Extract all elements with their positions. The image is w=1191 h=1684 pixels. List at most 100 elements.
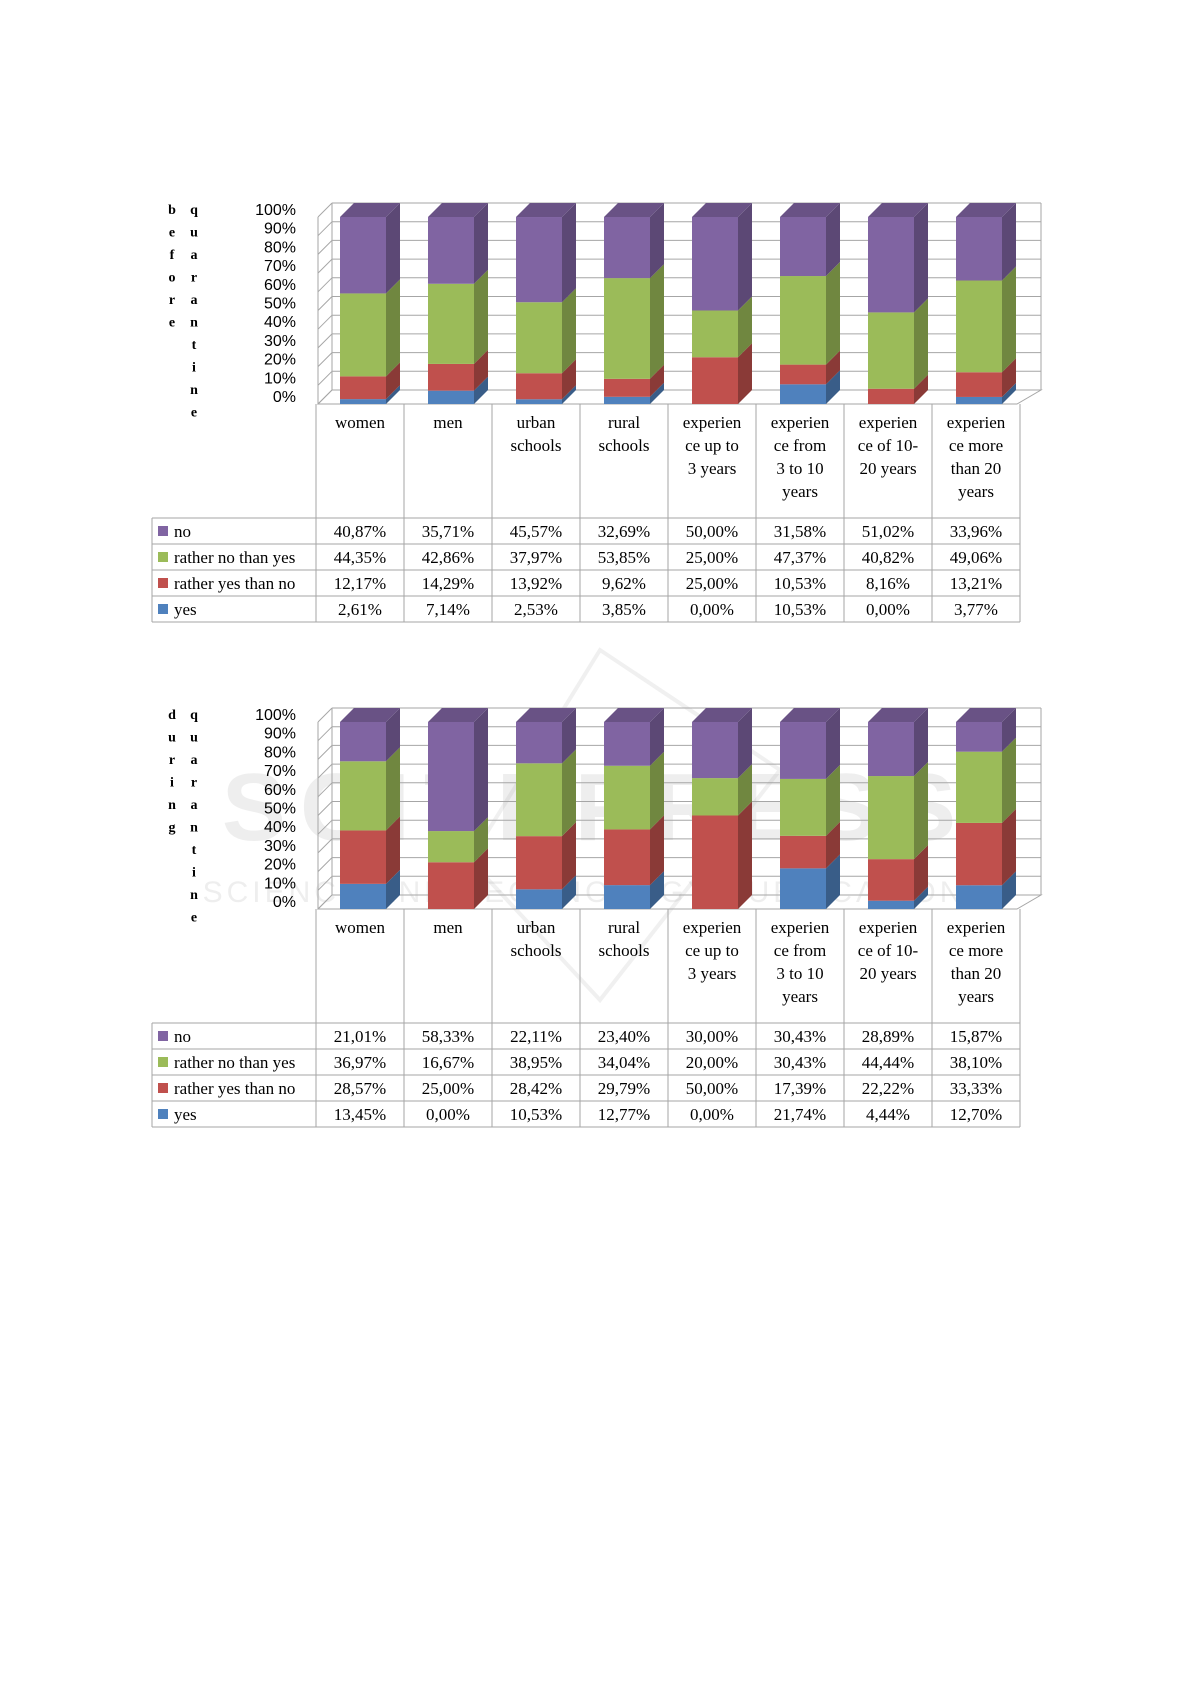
y-tick-label: 0% (273, 894, 296, 911)
category-label: experien (859, 413, 918, 432)
bar-side (826, 854, 840, 909)
bar-front (516, 399, 562, 404)
category-label: than 20 (951, 964, 1002, 983)
y-tick-label: 30% (264, 333, 296, 350)
bar-front (340, 722, 386, 762)
bar-segment-no (780, 202, 840, 277)
bar-top (428, 203, 488, 217)
bar-side (562, 749, 576, 837)
data-label: 0,00% (690, 1105, 734, 1124)
chart-during-quarantine: 0% 10% 20% 30% 40% 50% 60% 70% 80% 90% 100% d u r i n g q… (0, 695, 1191, 1205)
bar-segment-no (692, 708, 752, 779)
bar-side (650, 871, 664, 909)
legend-swatch (158, 1109, 168, 1119)
y-tick-label: 10% (264, 370, 296, 387)
grid (316, 707, 1043, 910)
category-label: schools (511, 436, 562, 455)
data-label: 2,53% (514, 600, 558, 619)
bar-segment-rather-no-than-yes (428, 269, 488, 364)
data-label: 25,00% (686, 574, 738, 593)
data-label: 50,00% (686, 1079, 738, 1098)
bar-segment-yes (956, 382, 1016, 404)
data-label: 12,77% (598, 1105, 650, 1124)
data-label: 38,95% (510, 1053, 562, 1072)
category-label: years (958, 482, 994, 501)
bar-side (738, 296, 752, 358)
bar-segment-no (428, 708, 488, 832)
category-label: schools (599, 941, 650, 960)
data-label: 30,43% (774, 1027, 826, 1046)
bar-segment-rather-yes-than-no (780, 821, 840, 869)
bar-segment-no (340, 708, 400, 762)
y-tick-label: 50% (264, 801, 296, 818)
grid-line-side (317, 277, 333, 293)
bar-front (868, 312, 914, 389)
grid-line-side (317, 314, 333, 330)
bar-segment-no (340, 203, 400, 294)
y-tick-label: 100% (255, 707, 296, 724)
legend-swatch (158, 578, 168, 588)
grid-line-side (317, 875, 333, 891)
chart-before-quarantine: 0% 10% 20% 30% 40% 50% 60% 70% 80% 90% 100% b e f o r e q… (0, 190, 1191, 700)
bar-front (956, 722, 1002, 752)
chart-before-svg: 0%10%20%30%40%50%60%70%80%90%100%beforeq… (151, 202, 1043, 623)
side-label-letter: t (192, 843, 197, 858)
bar-front (340, 399, 386, 404)
category-label: women (335, 918, 386, 937)
data-label: 23,40% (598, 1027, 650, 1046)
bar-side (826, 764, 840, 836)
bar-front (340, 217, 386, 294)
grid-line-side (317, 838, 333, 854)
y-tick-label: 70% (264, 763, 296, 780)
bar-front (340, 376, 386, 400)
bar-side (914, 203, 928, 313)
bar-side (914, 708, 928, 777)
bar-segment-rather-no-than-yes (516, 749, 576, 837)
bar-side (914, 762, 928, 860)
side-label-letter: i (192, 866, 196, 881)
data-label: 2,61% (338, 600, 382, 619)
bar-side (826, 821, 840, 869)
bar-segment-no (428, 203, 488, 284)
data-label: 29,79% (598, 1079, 650, 1098)
bar-front (428, 217, 474, 284)
category-label: 3 years (688, 459, 737, 478)
bar-side (562, 288, 576, 374)
bar-segment-rather-no-than-yes (428, 817, 488, 863)
bar-segment-rather-yes-than-no (956, 808, 1016, 886)
grid-line-side (317, 258, 333, 274)
side-label-letter: e (169, 226, 175, 241)
data-label: 34,04% (598, 1053, 650, 1072)
data-label: 33,96% (950, 522, 1002, 541)
bar-front (604, 278, 650, 379)
bar-side (1002, 382, 1016, 404)
bar-top (604, 708, 664, 722)
data-label: 40,82% (862, 548, 914, 567)
bar-front (868, 388, 914, 404)
data-label: 40,87% (334, 522, 386, 541)
bar-side (386, 362, 400, 400)
legend-swatch (158, 1083, 168, 1093)
grid-line-side (317, 819, 333, 835)
legend-label: rather yes than no (174, 574, 295, 593)
category-label: ce more (949, 941, 1003, 960)
bar-segment-yes (780, 370, 840, 404)
bar-side (826, 370, 840, 404)
bar-segment-no (692, 203, 752, 311)
bar-front (692, 722, 738, 779)
bar-front (780, 364, 826, 385)
bar-segment-yes (516, 875, 576, 909)
bar-front (868, 900, 914, 909)
bar-side (562, 203, 576, 303)
bar-side (1002, 708, 1016, 752)
bar-segment-rather-no-than-yes (692, 296, 752, 358)
side-label-letter: i (192, 361, 196, 376)
bar-side (1002, 871, 1016, 909)
bars (340, 202, 1016, 404)
data-label: 45,57% (510, 522, 562, 541)
legend-label: no (174, 1027, 191, 1046)
data-label: 32,69% (598, 522, 650, 541)
bar-top (692, 708, 752, 722)
bar-segment-yes (604, 871, 664, 909)
data-label: 13,21% (950, 574, 1002, 593)
